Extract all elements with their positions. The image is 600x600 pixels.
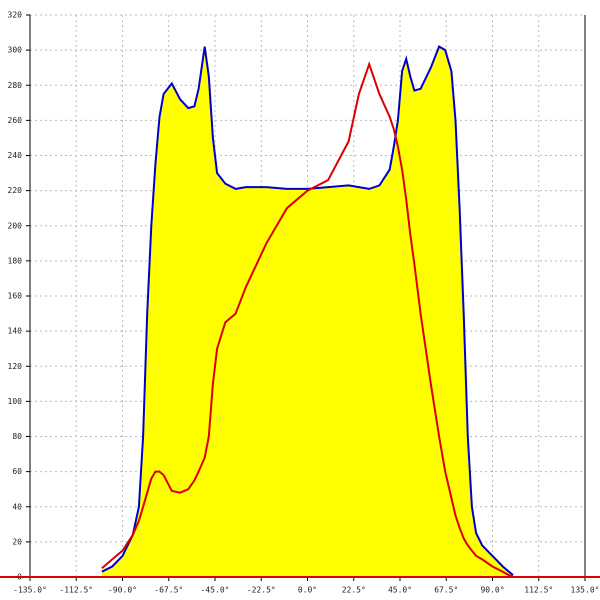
y-tick-label: 200 xyxy=(8,221,23,230)
y-tick-label: 180 xyxy=(8,256,23,265)
y-tick-label: 240 xyxy=(8,151,23,160)
y-tick-label: 320 xyxy=(8,11,23,20)
y-tick-label: 300 xyxy=(8,46,23,55)
y-tick-label: 280 xyxy=(8,81,23,90)
x-tick-label: 22.5° xyxy=(342,586,366,595)
y-tick-label: 40 xyxy=(12,502,22,511)
x-tick-label: -45.0° xyxy=(201,586,230,595)
x-tick-label: -22.5° xyxy=(247,586,276,595)
x-tick-label: -112.5° xyxy=(59,586,93,595)
y-tick-label: 220 xyxy=(8,186,23,195)
area-fill xyxy=(101,46,514,578)
series-line xyxy=(101,61,514,578)
x-tick-label: 67.5° xyxy=(434,586,458,595)
y-tick-label: 80 xyxy=(12,432,22,441)
y-tick-label: 120 xyxy=(8,362,23,371)
y-tick-label: 160 xyxy=(8,292,23,301)
x-tick-label: 90.0° xyxy=(480,586,504,595)
y-tick-label: 20 xyxy=(12,537,22,546)
x-tick-label: -67.5° xyxy=(154,586,183,595)
x-tick-label: 135.0° xyxy=(571,586,600,595)
y-tick-label: 260 xyxy=(8,116,23,125)
x-tick-label: 0.0° xyxy=(298,586,317,595)
x-tick-label: -135.0° xyxy=(13,586,47,595)
y-tick-label: 140 xyxy=(8,327,23,336)
y-tick-label: 60 xyxy=(12,467,22,476)
x-tick-label: 45.0° xyxy=(388,586,412,595)
x-tick-label: 112.5° xyxy=(524,586,553,595)
series-line xyxy=(101,45,514,576)
x-tick-label: -90.0° xyxy=(108,586,137,595)
y-tick-label: 100 xyxy=(8,397,23,406)
